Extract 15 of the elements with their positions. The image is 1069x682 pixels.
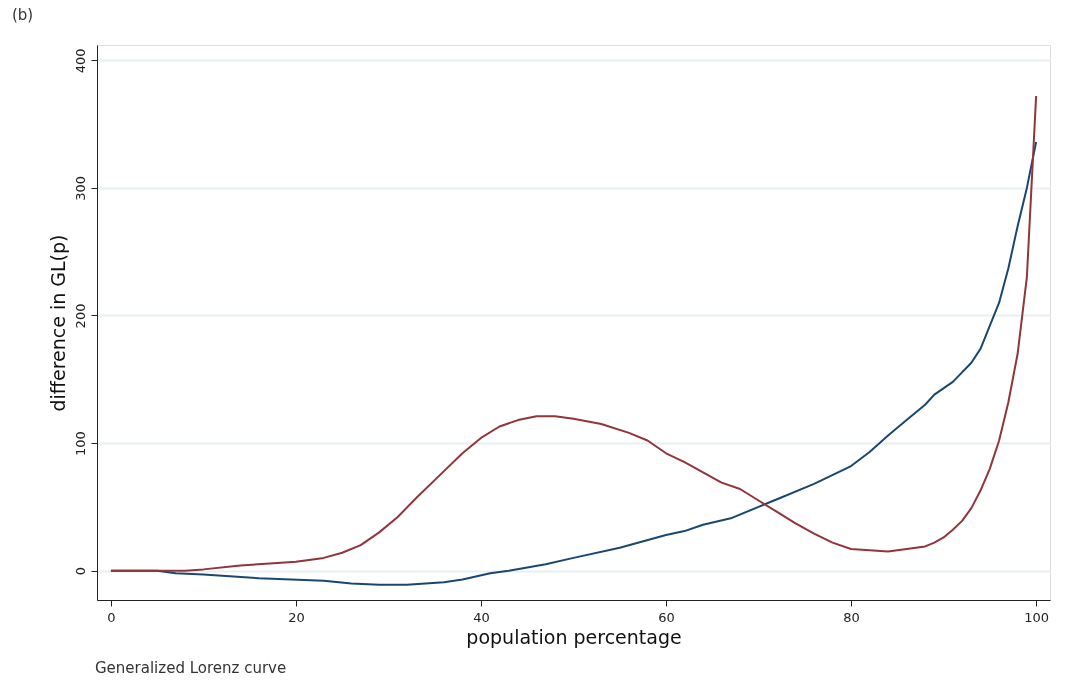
y-axis-title: difference in GL(p): [46, 234, 69, 412]
text: Generalized Lorenz curve: [95, 659, 287, 677]
y-tick-label: 400: [72, 48, 88, 74]
text: (b): [12, 6, 34, 24]
x-tick-label: 80: [843, 609, 860, 625]
x-tick-label: 20: [288, 609, 305, 625]
y-tick-label: 100: [72, 431, 88, 456]
x-tick-label: 40: [473, 609, 490, 625]
y-tick-label: 0: [72, 567, 88, 576]
y-tick-label: 300: [72, 175, 88, 201]
x-tick-label: 60: [658, 609, 675, 625]
y-tick-label: 200: [72, 303, 88, 329]
x-tick-label: 100: [1024, 609, 1050, 625]
x-axis-title: population percentage: [466, 625, 682, 648]
x-tick-label: 0: [107, 609, 116, 625]
